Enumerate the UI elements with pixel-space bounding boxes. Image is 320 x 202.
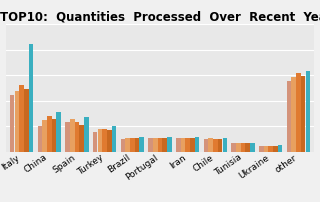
Bar [287,81,291,152]
Bar [245,143,250,152]
Bar [158,138,162,152]
Bar [306,71,310,152]
Bar [222,138,227,152]
Bar [98,129,102,152]
Bar [167,137,172,152]
Bar [24,89,28,152]
Bar [121,139,125,152]
Bar [29,44,33,152]
Bar [181,138,185,152]
Bar [259,146,264,152]
Bar [268,146,273,152]
Bar [148,138,153,152]
Bar [218,139,222,152]
Bar [135,138,139,152]
Bar [278,145,282,152]
Bar [102,129,107,152]
Bar [125,138,130,152]
Bar [93,132,98,152]
Bar [20,85,24,152]
Bar [56,112,61,152]
Bar [65,122,70,152]
Bar [10,95,14,152]
Bar [213,139,218,152]
Bar [163,138,167,152]
Text: TOP10:  Quantities  Processed  Over  Recent  Years: TOP10: Quantities Processed Over Recent … [0,10,320,23]
Bar [208,138,213,152]
Bar [301,76,305,152]
Bar [140,137,144,152]
Bar [42,120,47,152]
Bar [231,143,236,152]
Bar [38,126,42,152]
Bar [84,117,89,152]
Bar [79,125,84,152]
Bar [15,91,19,152]
Bar [241,143,245,152]
Bar [75,122,79,152]
Bar [292,77,296,152]
Bar [176,138,180,152]
Bar [52,119,56,152]
Bar [296,73,300,152]
Bar [273,146,278,152]
Bar [195,137,199,152]
Bar [264,146,268,152]
Bar [186,138,190,152]
Bar [112,126,116,152]
Bar [236,143,241,152]
Bar [204,139,208,152]
Bar [107,130,112,152]
Bar [130,138,134,152]
Bar [190,138,195,152]
Bar [47,116,52,152]
Bar [70,119,75,152]
Bar [153,138,157,152]
Bar [250,143,255,152]
